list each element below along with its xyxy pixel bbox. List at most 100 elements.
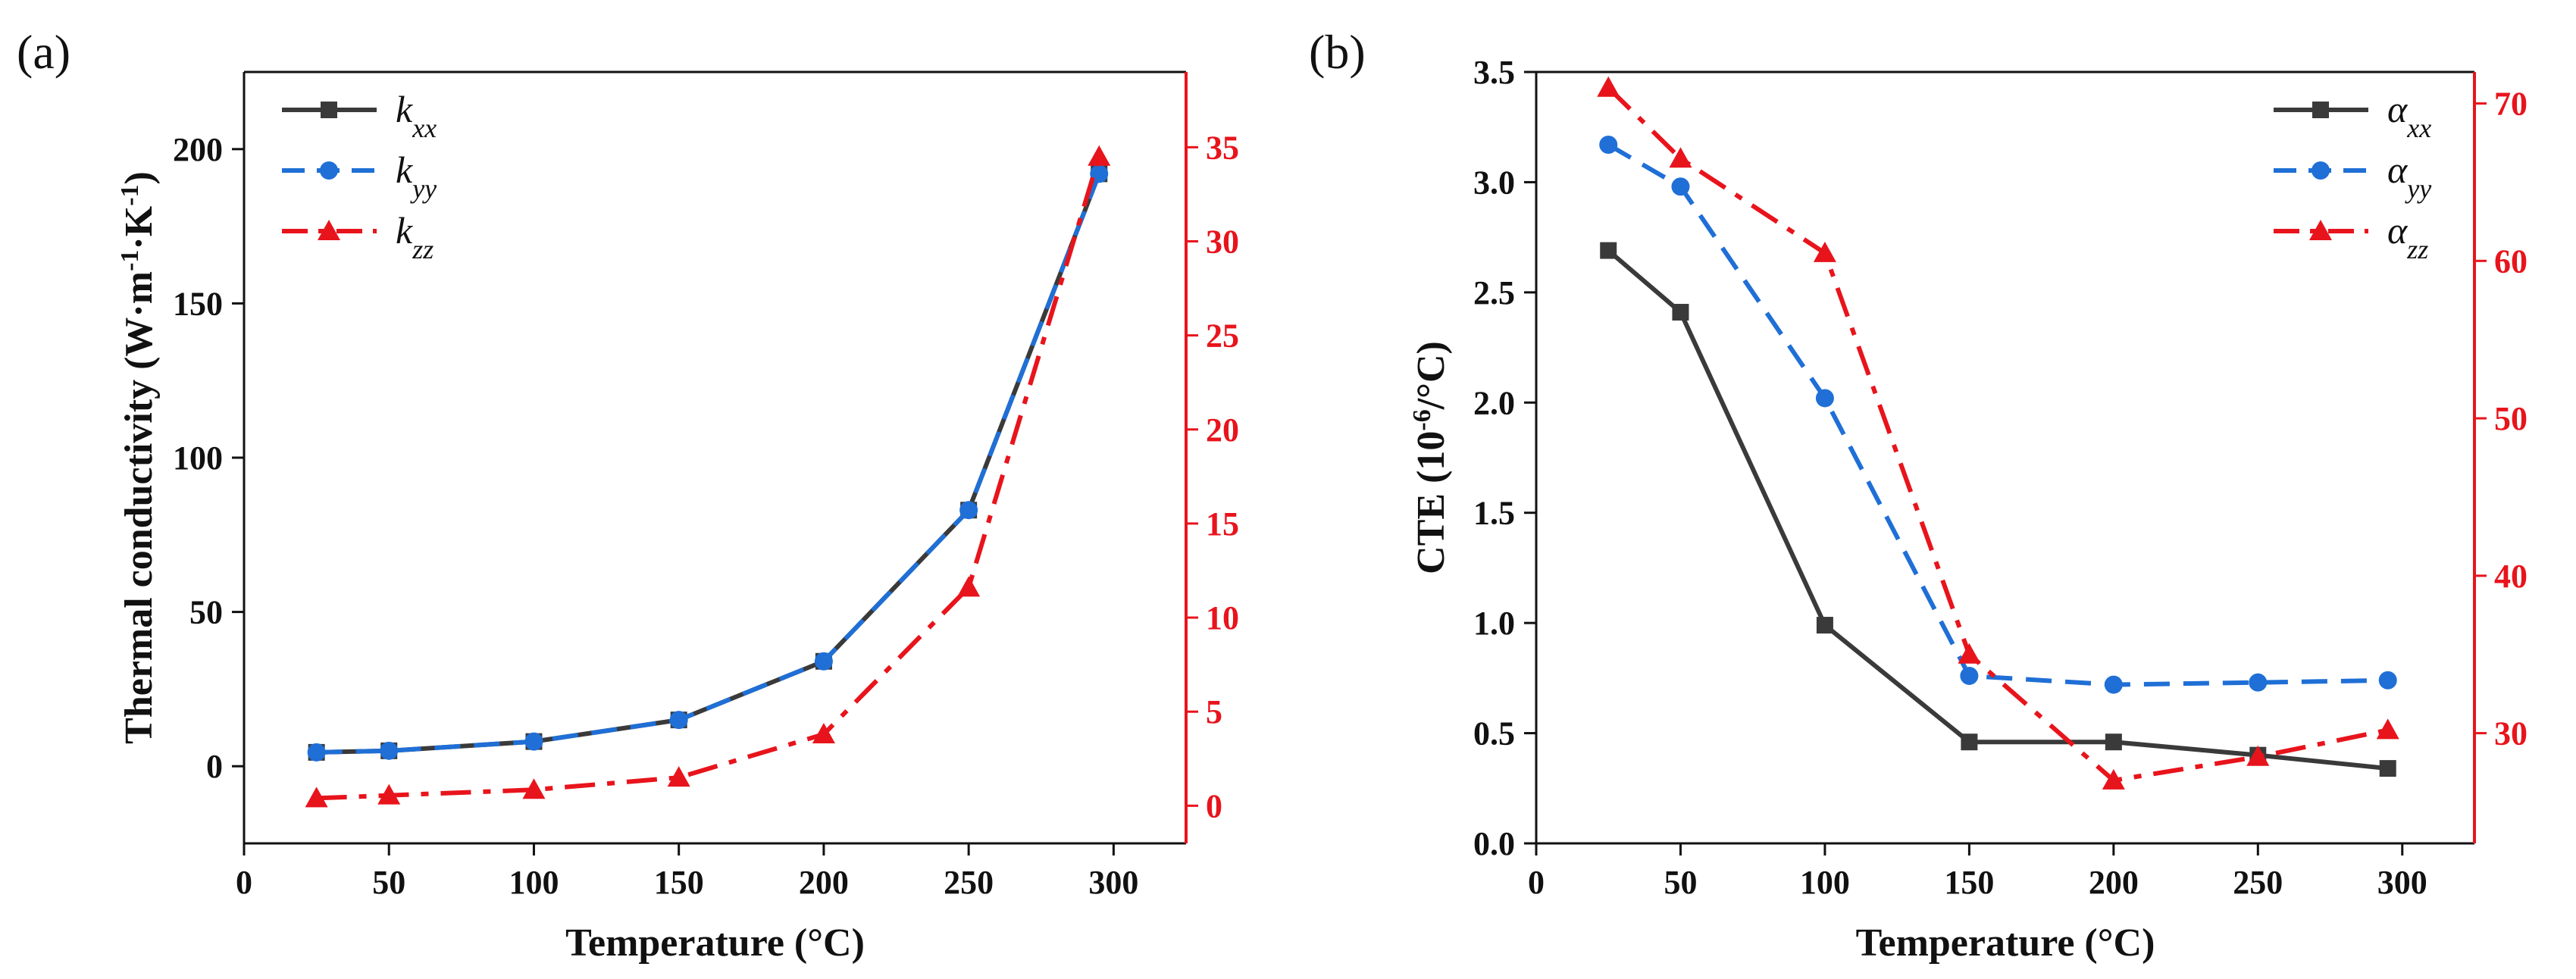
y-tick-label: 3.0 bbox=[1473, 164, 1515, 201]
legend-marker-yy bbox=[320, 161, 338, 180]
data-point-zz bbox=[2246, 745, 2270, 766]
y2-tick-label: 10 bbox=[1206, 599, 1239, 637]
x-tick-label: 0 bbox=[236, 864, 252, 901]
legend-marker-zz bbox=[318, 220, 340, 240]
data-point-zz bbox=[305, 787, 328, 808]
y-axis-title: Thermal conductivity (W·m-1·K-1) bbox=[116, 171, 161, 744]
data-point-zz bbox=[957, 576, 981, 597]
data-point-xx bbox=[1816, 617, 1833, 634]
y2-tick-label: 70 bbox=[2494, 86, 2527, 123]
x-axis-title: Temperature (°C) bbox=[565, 921, 865, 965]
y-axis-title-part: -1 bbox=[116, 250, 144, 271]
y-axis-title-part: Thermal conductivity (W·m bbox=[117, 271, 161, 744]
y-tick-label: 200 bbox=[173, 131, 223, 168]
x-tick-label: 150 bbox=[1944, 864, 1994, 901]
y-axis-title: CTE (10-6/°C) bbox=[1408, 341, 1454, 574]
series-zz bbox=[1597, 76, 2399, 790]
legend-marker-zz bbox=[2309, 220, 2332, 240]
data-point-zz bbox=[2376, 718, 2399, 740]
y2-tick-label: 5 bbox=[1206, 693, 1222, 730]
data-point-yy bbox=[1671, 177, 1690, 196]
legend-marker-xx bbox=[2312, 102, 2329, 118]
legend-marker-xx bbox=[321, 102, 337, 118]
data-point-yy bbox=[307, 743, 326, 762]
series-line-yy bbox=[316, 173, 1102, 755]
y2-tick-label: 20 bbox=[1206, 411, 1239, 449]
legend-label-xx: kxx bbox=[396, 88, 437, 143]
series-line-xx bbox=[1607, 249, 2389, 771]
y-tick-label: 2.5 bbox=[1473, 274, 1515, 311]
data-point-zz bbox=[1813, 241, 1836, 262]
data-point-xx bbox=[2105, 733, 2122, 751]
data-point-zz bbox=[377, 784, 401, 805]
x-tick-label: 50 bbox=[1664, 864, 1697, 901]
x-tick-label: 100 bbox=[1800, 864, 1850, 901]
y-tick-label: 150 bbox=[173, 285, 223, 322]
data-point-zz bbox=[1088, 145, 1111, 166]
y-tick-label: 1.0 bbox=[1473, 605, 1515, 642]
y2-tick-label: 40 bbox=[2494, 558, 2527, 595]
x-tick-label: 200 bbox=[2089, 864, 2139, 901]
data-point-yy bbox=[380, 741, 399, 760]
y2-tick-label: 50 bbox=[2494, 400, 2527, 437]
series-xx bbox=[1600, 242, 2396, 777]
x-tick-label: 200 bbox=[799, 864, 849, 901]
legend-subscript: xx bbox=[2406, 113, 2431, 143]
y2-tick-label: 0 bbox=[1206, 787, 1222, 824]
data-point-zz bbox=[1958, 643, 1981, 664]
data-point-zz bbox=[1597, 76, 1620, 97]
panel-label: (a) bbox=[17, 25, 70, 79]
y2-tick-label: 35 bbox=[1206, 129, 1239, 166]
data-point-zz bbox=[812, 722, 835, 743]
chart-panel-b: (b) 0 50 100 150 200 250 300 0.0 0.5 1.0 1.5 2.0 2.5 3… bbox=[1309, 25, 2527, 965]
x-tick-label: 0 bbox=[1528, 864, 1545, 901]
x-tick-label: 250 bbox=[944, 864, 994, 901]
data-point-yy bbox=[959, 501, 978, 520]
series-yy bbox=[1599, 135, 2397, 694]
legend-subscript: yy bbox=[410, 174, 437, 204]
y-tick-label: 3.5 bbox=[1473, 54, 1515, 91]
data-point-xx bbox=[1961, 733, 1978, 751]
data-point-yy bbox=[814, 652, 833, 671]
data-point-zz bbox=[667, 766, 690, 787]
x-tick-label: 100 bbox=[509, 864, 559, 901]
y-tick-label: 1.5 bbox=[1473, 495, 1515, 532]
y2-tick-label: 30 bbox=[2494, 715, 2527, 752]
data-point-zz bbox=[522, 778, 546, 799]
y-axis-title-part: CTE (10 bbox=[1410, 431, 1453, 574]
legend-symbol: α bbox=[2387, 149, 2409, 191]
legend-label-yy: αyy bbox=[2387, 149, 2431, 204]
x-axis-title: Temperature (°C) bbox=[1856, 921, 2155, 965]
y-axis-title-part: -6 bbox=[1408, 409, 1436, 430]
legend-symbol: α bbox=[2387, 88, 2409, 130]
y-tick-label: 0.5 bbox=[1473, 715, 1515, 752]
data-point-yy bbox=[669, 711, 688, 730]
legend-subscript: yy bbox=[2405, 174, 2431, 204]
y-tick-label: 50 bbox=[189, 594, 223, 631]
y-tick-label: 0.0 bbox=[1473, 825, 1515, 862]
series-zz bbox=[305, 145, 1111, 808]
legend-subscript: xx bbox=[412, 113, 437, 143]
series-line-yy bbox=[1607, 142, 2388, 687]
y-axis-title-part: ) bbox=[117, 171, 161, 184]
series-yy bbox=[307, 164, 1109, 762]
y-tick-label: 100 bbox=[173, 439, 223, 477]
y-tick-label: 2.0 bbox=[1473, 384, 1515, 421]
y2-tick-label: 15 bbox=[1206, 505, 1239, 543]
data-point-xx bbox=[1672, 304, 1689, 321]
chart-panel-a: (a) 0 50 100 150 200 250 300 0 50 100 150 200 0 5 10 15 2… bbox=[17, 25, 1239, 965]
data-point-xx bbox=[2379, 760, 2396, 777]
y-axis-title-part: ·K bbox=[117, 205, 161, 249]
legend-symbol: α bbox=[2387, 209, 2409, 252]
y-axis-title-part: /°C) bbox=[1410, 341, 1453, 410]
series-line-xx bbox=[316, 173, 1102, 755]
legend-marker-yy bbox=[2312, 161, 2330, 180]
y2-tick-label: 25 bbox=[1206, 317, 1239, 355]
data-point-yy bbox=[2378, 671, 2397, 690]
legend-label-xx: αxx bbox=[2387, 88, 2431, 143]
data-point-yy bbox=[1599, 135, 1618, 154]
data-point-yy bbox=[2249, 673, 2268, 692]
data-point-yy bbox=[1815, 389, 1834, 408]
